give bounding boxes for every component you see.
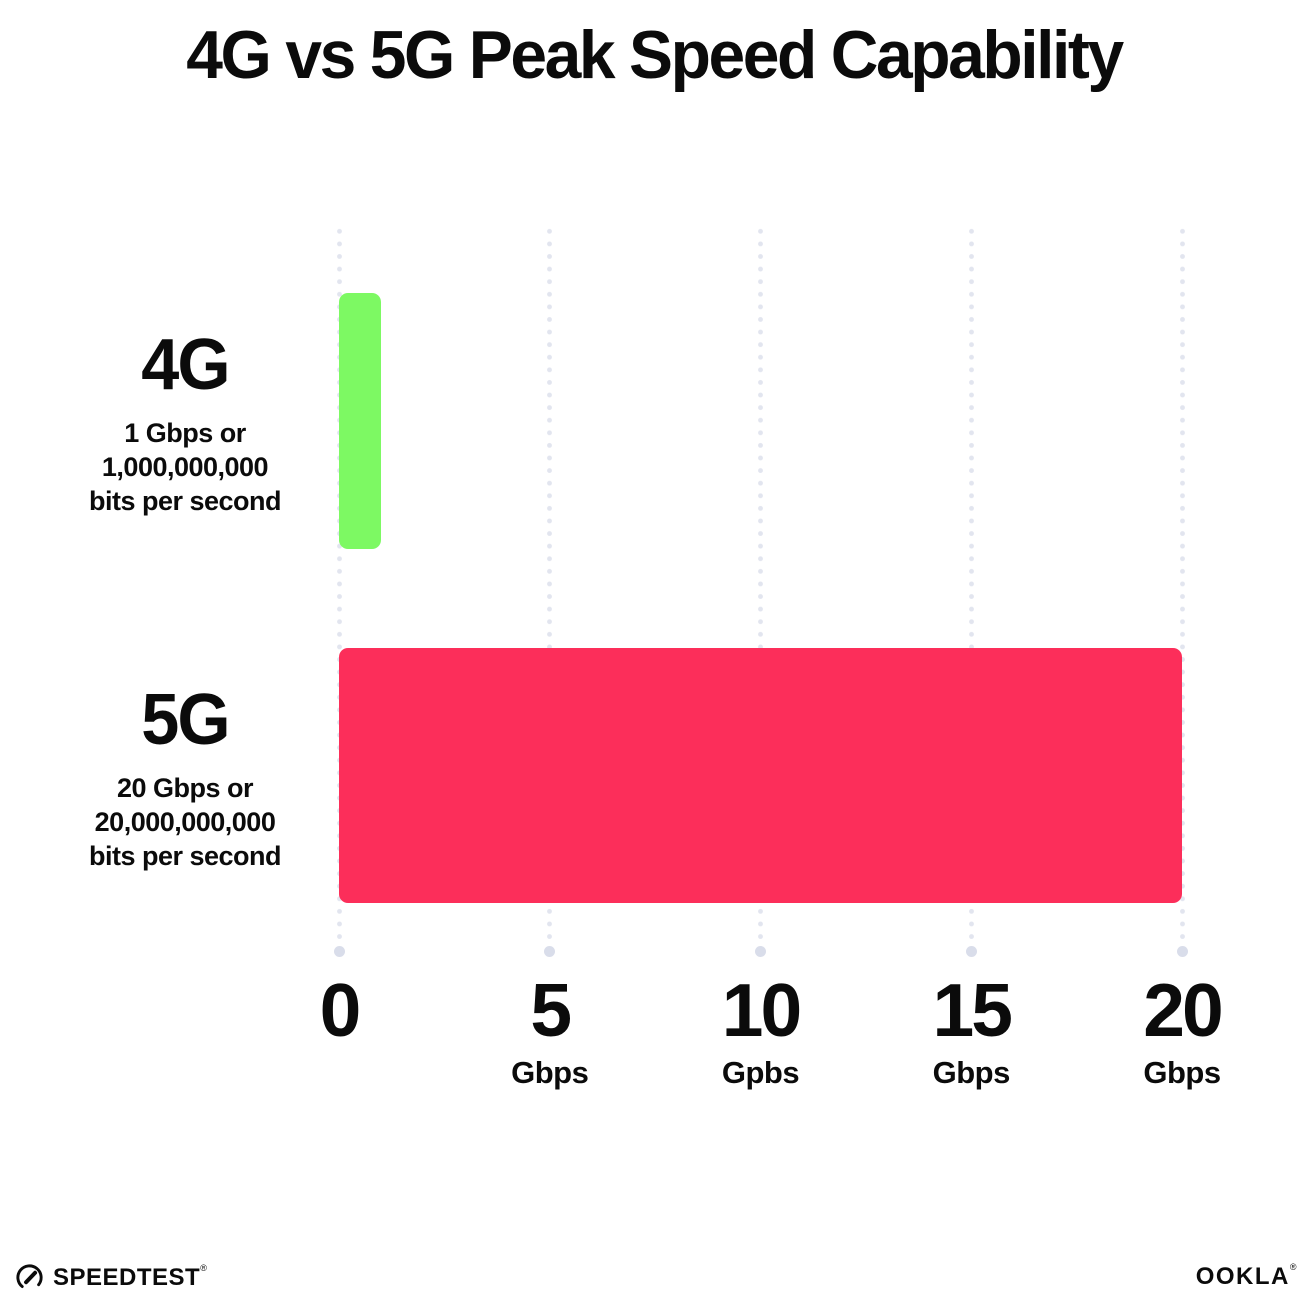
x-tick-unit: Gpbs bbox=[721, 1055, 800, 1090]
x-tick-number: 20 bbox=[1143, 968, 1223, 1052]
x-tick-number: 0 bbox=[319, 968, 362, 1052]
speedtest-trademark: ® bbox=[200, 1262, 208, 1273]
row-label-4g: 4G 1 Gbps or 1,000,000,000 bits per seco… bbox=[25, 329, 345, 518]
row-label-5g-name: 5G bbox=[141, 680, 230, 760]
gridline-10 bbox=[755, 225, 766, 957]
speedtest-wordmark: SPEEDTEST® bbox=[53, 1262, 208, 1291]
x-tick-number: 15 bbox=[932, 968, 1013, 1052]
x-tick-20: 20 Gbps bbox=[1143, 968, 1223, 1091]
bar-4g bbox=[339, 293, 382, 549]
chart-title: 4G vs 5G Peak Speed Capability bbox=[186, 17, 1124, 93]
x-tick-unit: Gbps bbox=[511, 1055, 589, 1090]
gridline-15 bbox=[965, 225, 977, 957]
plot-area bbox=[333, 225, 1188, 957]
row-label-5g-sub: 20 Gbps or 20,000,000,000 bits per secon… bbox=[88, 773, 282, 871]
x-tick-unit: Gbps bbox=[932, 1055, 1011, 1090]
x-tick-number: 10 bbox=[721, 968, 802, 1052]
row-label-4g-sub: 1 Gbps or 1,000,000,000 bits per second bbox=[88, 418, 282, 516]
x-tick-number: 5 bbox=[530, 968, 572, 1052]
speedtest-logo: SPEEDTEST® bbox=[14, 1262, 207, 1293]
row-label-4g-name: 4G bbox=[141, 325, 230, 405]
x-tick-0: 0 bbox=[319, 968, 362, 1052]
gridline-0 bbox=[333, 225, 345, 957]
ookla-logo: OOKLA® bbox=[1195, 1262, 1298, 1290]
ookla-wordmark: OOKLA bbox=[1195, 1263, 1290, 1290]
x-tick-10: 10 Gpbs bbox=[721, 968, 802, 1091]
x-axis: 0 5 Gbps 10 Gpbs 15 Gbps 20 Gbps bbox=[320, 968, 1224, 1113]
gridline-20 bbox=[1176, 225, 1188, 957]
row-label-5g: 5G 20 Gbps or 20,000,000,000 bits per se… bbox=[25, 684, 345, 873]
bar-5g bbox=[339, 648, 1182, 903]
x-tick-15: 15 Gbps bbox=[932, 968, 1013, 1091]
ookla-trademark: ® bbox=[1289, 1262, 1298, 1272]
gridline-5 bbox=[544, 225, 556, 957]
x-tick-unit: Gbps bbox=[1143, 1055, 1221, 1090]
speedtest-gauge-icon bbox=[14, 1262, 45, 1293]
x-tick-5: 5 Gbps bbox=[511, 968, 589, 1091]
